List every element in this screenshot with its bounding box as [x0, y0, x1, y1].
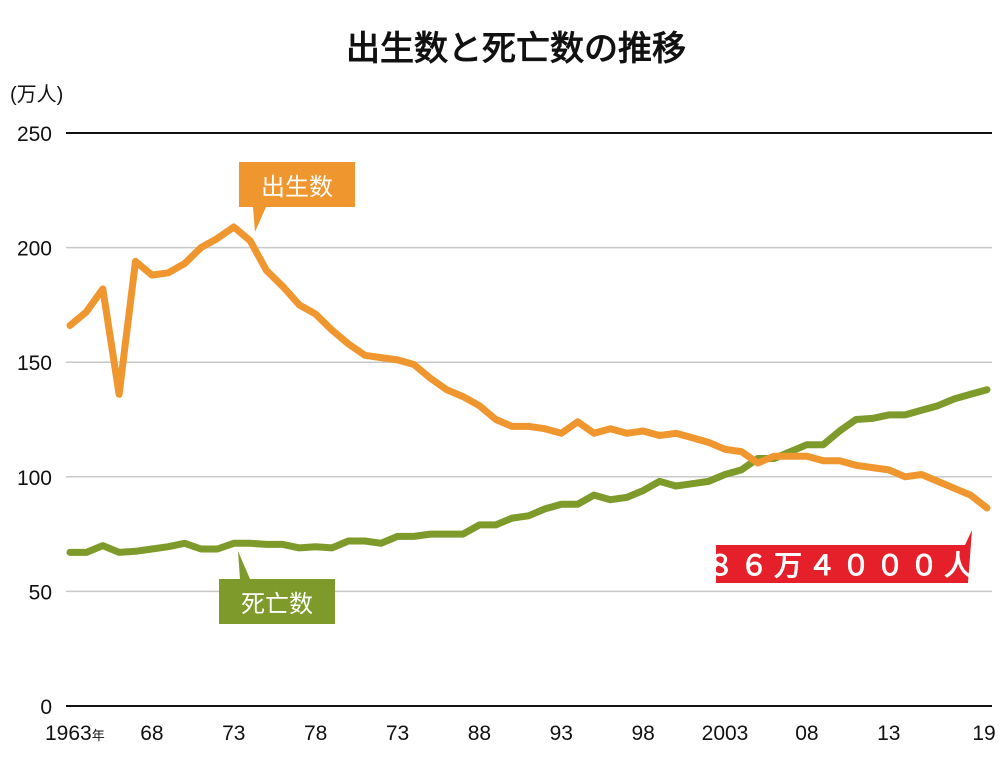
final-births-callout: ８６万４０００人	[706, 530, 978, 583]
series-layer	[66, 223, 991, 556]
x-tick-label: 68	[140, 722, 163, 745]
chart-title: 出生数と死亡数の推移	[346, 29, 686, 69]
birth-series-line	[66, 223, 991, 512]
x-tick-label: 98	[631, 722, 654, 745]
death-series-line	[66, 386, 991, 556]
y-tick-labels: 0 50 100 150 200 250	[17, 123, 52, 719]
y-tick-label: 150	[17, 352, 52, 375]
x-tick-label: 88	[468, 722, 491, 745]
x-tick-label: 93	[550, 722, 573, 745]
x-tick-year-suffix: 年	[92, 729, 105, 744]
x-tick-label: 73	[386, 722, 409, 745]
x-tick-label: 78	[304, 722, 327, 745]
x-tick-labels: 1963年 68 73 78 73 88 93 98 2003 08 13 19	[45, 722, 996, 745]
y-axis-unit-label: (万人)	[10, 83, 63, 106]
y-tick-label: 50	[29, 581, 52, 604]
death-callout: 死亡数	[219, 551, 335, 624]
title-background	[318, 22, 716, 72]
x-tick-label: 1963年	[45, 722, 105, 745]
birth-callout-label: 出生数	[261, 173, 333, 201]
y-tick-label: 250	[17, 123, 52, 146]
y-tick-label: 0	[40, 696, 52, 719]
final-births-label: ８６万４０００人	[706, 549, 978, 582]
x-tick-label: 19	[972, 722, 995, 745]
y-tick-label: 100	[17, 467, 52, 490]
death-callout-label: 死亡数	[241, 590, 313, 618]
x-tick-label: 2003	[702, 722, 749, 745]
x-tick-label: 73	[222, 722, 245, 745]
final-births-callout-box	[716, 530, 972, 583]
birth-callout-box	[239, 162, 355, 232]
birth-callout: 出生数	[239, 162, 355, 232]
death-callout-box	[219, 551, 335, 624]
x-tick-label: 13	[877, 722, 900, 745]
x-tick-label: 08	[795, 722, 818, 745]
y-tick-label: 200	[17, 238, 52, 261]
